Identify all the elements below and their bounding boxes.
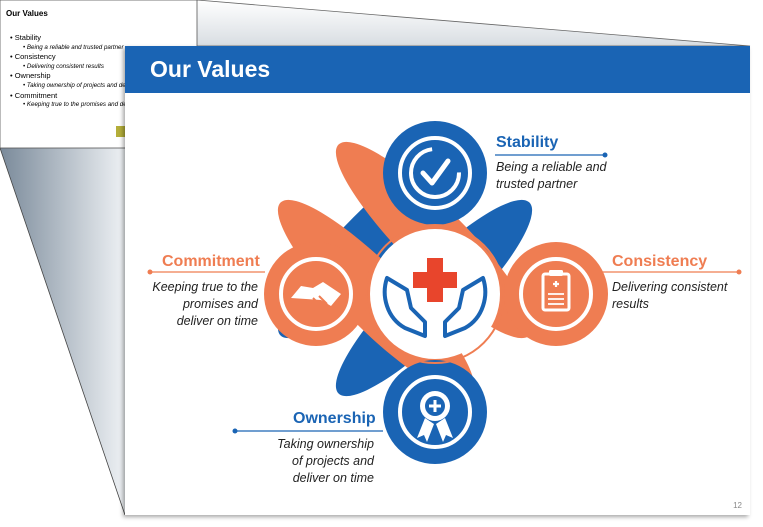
- award-badge-icon: [383, 360, 487, 464]
- thumbnail-bullets: • Stability • Being a reliable and trust…: [10, 33, 160, 110]
- stability-text: Being a reliable and trusted partner: [496, 160, 607, 191]
- slide-12[interactable]: Our Values: [125, 46, 750, 515]
- values-diagram: [147, 121, 742, 464]
- perspective-top-panel: [123, 0, 751, 47]
- commitment-heading: Commitment: [162, 253, 260, 270]
- handshake-icon: [264, 242, 368, 346]
- thumbnail-bullet: • Commitment: [10, 90, 58, 100]
- ownership-text: Taking ownership of projects and deliver…: [277, 437, 374, 485]
- slide-number: 12: [733, 501, 742, 510]
- thumbnail-title: Our Values: [6, 9, 48, 18]
- thumbnail-sub-bullet: • Keeping true to the promises and deliv…: [23, 101, 160, 109]
- clipboard-icon: [504, 242, 608, 346]
- thumbnail-bullet: • Ownership: [10, 71, 51, 81]
- thumbnail-bullet: • Consistency: [10, 52, 56, 62]
- commitment-text: Keeping true to the promises and deliver…: [152, 280, 258, 328]
- thumbnail-outline: Our Values • Stability • Being a reliabl…: [0, 0, 200, 150]
- thumbnail-bullet: • Stability: [10, 33, 41, 42]
- thumbnail-sub-bullet: • Delivering consistent results: [23, 62, 104, 70]
- consistency-text: Delivering consistent results: [612, 280, 728, 311]
- perspective-left-panel: [0, 46, 125, 515]
- stability-heading: Stability: [496, 134, 559, 151]
- slide-title: Our Values: [150, 56, 271, 82]
- ownership-heading: Ownership: [293, 410, 376, 427]
- hands-medical-cross-icon: [365, 224, 505, 364]
- title-banner: Our Values: [125, 46, 750, 93]
- consistency-heading: Consistency: [612, 253, 708, 270]
- check-circle-icon: [383, 121, 487, 225]
- thumbnail-accent: [116, 126, 125, 137]
- thumbnail-sub-bullet: • Taking ownership of projects and deliv…: [23, 81, 160, 89]
- thumbnail-sub-bullet: • Being a reliable and trusted partner: [23, 43, 124, 51]
